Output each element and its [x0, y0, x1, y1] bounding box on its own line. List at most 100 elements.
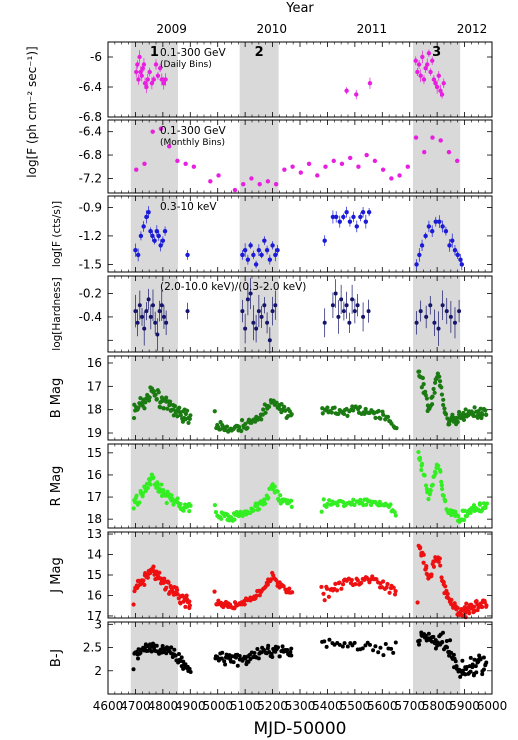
- data-point: [224, 424, 230, 429]
- data-point: [464, 601, 469, 606]
- data-point: [148, 482, 153, 487]
- data-point: [440, 639, 445, 644]
- data-point: [164, 500, 169, 506]
- data-point: [480, 412, 485, 418]
- data-point: [389, 421, 394, 426]
- data-point: [321, 497, 326, 502]
- data-point: [135, 320, 140, 325]
- panel-4-ylabel: log[Hardness]: [51, 277, 63, 350]
- y-tick-label: 17: [87, 490, 102, 504]
- data-point: [421, 552, 426, 557]
- data-point: [319, 509, 324, 514]
- shaded-region-3-panel-2: [413, 120, 461, 193]
- data-point: [437, 379, 443, 384]
- data-point: [243, 326, 248, 331]
- data-point: [428, 488, 433, 494]
- data-point: [472, 657, 477, 662]
- data-point: [161, 314, 166, 319]
- data-point: [248, 657, 253, 662]
- shaded-region-1-panel-5: [130, 356, 178, 440]
- data-point: [377, 499, 382, 504]
- data-point: [136, 405, 141, 410]
- data-point: [183, 411, 189, 417]
- data-point: [424, 314, 429, 319]
- panel-7-ylabel: J Mag: [49, 557, 64, 593]
- data-point: [153, 392, 158, 397]
- data-point: [239, 428, 244, 434]
- data-point: [261, 407, 266, 412]
- data-point: [444, 645, 449, 650]
- data-point: [131, 602, 136, 607]
- data-point: [455, 252, 460, 258]
- data-point: [430, 394, 435, 399]
- data-point: [438, 469, 443, 474]
- data-point: [415, 600, 420, 605]
- data-point: [484, 501, 490, 506]
- y-tick-label: -1.2: [79, 229, 102, 243]
- data-point: [376, 650, 381, 655]
- data-point: [484, 660, 489, 665]
- data-point: [444, 309, 449, 314]
- panel-2-points: [134, 126, 460, 193]
- data-point: [139, 73, 144, 78]
- data-points: [131, 49, 490, 679]
- data-point: [275, 489, 280, 494]
- data-point: [160, 238, 166, 243]
- data-point: [142, 326, 147, 331]
- data-point: [241, 182, 246, 187]
- flare-region-label: 3: [432, 45, 441, 60]
- data-point: [322, 320, 327, 325]
- data-point: [422, 149, 427, 155]
- data-point: [184, 593, 189, 598]
- y-tick-label: 2: [94, 664, 102, 678]
- data-point: [265, 582, 270, 587]
- data-point: [186, 420, 191, 426]
- shaded-region-2-panel-5: [239, 356, 279, 440]
- data-point: [140, 491, 146, 496]
- data-point: [363, 406, 368, 412]
- data-point: [262, 238, 267, 243]
- data-point: [270, 655, 275, 660]
- data-point: [389, 646, 394, 651]
- data-point: [484, 412, 489, 417]
- data-point: [440, 630, 445, 635]
- data-point: [340, 499, 346, 505]
- data-point: [146, 297, 151, 302]
- data-point: [289, 646, 294, 651]
- data-point: [319, 584, 324, 590]
- y-tick-label: 16: [87, 356, 102, 370]
- data-point: [440, 224, 445, 229]
- data-point: [172, 403, 178, 409]
- data-point: [159, 482, 164, 487]
- data-point: [444, 639, 449, 644]
- data-point: [278, 493, 283, 498]
- data-point: [257, 182, 262, 187]
- data-point: [322, 238, 327, 243]
- data-point: [468, 669, 473, 674]
- data-point: [439, 479, 444, 485]
- data-point: [481, 655, 486, 660]
- data-point: [188, 413, 193, 418]
- data-point: [224, 652, 229, 657]
- top-axis-label: Year: [285, 1, 314, 16]
- data-point: [266, 643, 271, 648]
- data-point: [212, 589, 217, 594]
- y-tick-label: 18: [87, 403, 102, 417]
- data-point: [354, 92, 359, 97]
- data-point: [461, 410, 466, 416]
- data-point: [378, 416, 383, 421]
- data-point: [185, 252, 190, 258]
- data-point: [142, 582, 147, 587]
- data-point: [133, 247, 138, 253]
- x-axis-label: MJD-50000: [254, 719, 347, 739]
- data-point: [380, 167, 386, 172]
- data-point: [345, 413, 350, 418]
- data-point: [421, 77, 427, 82]
- data-point: [391, 650, 396, 655]
- data-point: [336, 314, 341, 319]
- data-point: [145, 485, 150, 491]
- data-point: [337, 580, 342, 585]
- shaded-region-3-panel-3: [413, 196, 461, 272]
- data-point: [468, 510, 473, 515]
- data-point: [440, 303, 445, 308]
